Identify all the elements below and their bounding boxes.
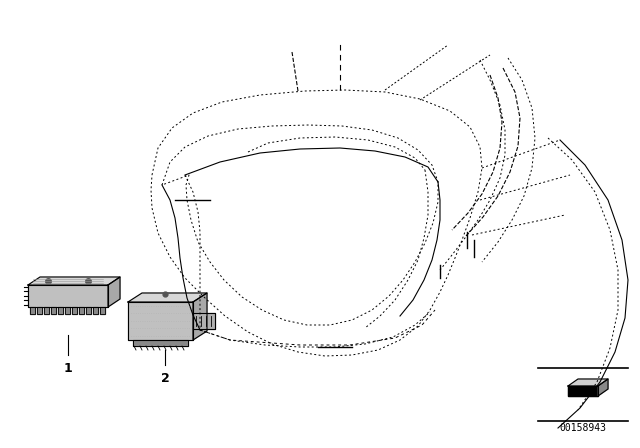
Polygon shape bbox=[28, 285, 108, 307]
Polygon shape bbox=[44, 307, 49, 314]
Polygon shape bbox=[72, 307, 77, 314]
Polygon shape bbox=[30, 307, 35, 314]
Polygon shape bbox=[108, 277, 120, 307]
Polygon shape bbox=[58, 307, 63, 314]
Polygon shape bbox=[193, 293, 207, 340]
Polygon shape bbox=[568, 386, 598, 396]
Polygon shape bbox=[79, 307, 84, 314]
Polygon shape bbox=[598, 379, 608, 396]
Polygon shape bbox=[65, 307, 70, 314]
Polygon shape bbox=[193, 313, 215, 329]
Polygon shape bbox=[93, 307, 98, 314]
Polygon shape bbox=[128, 302, 193, 340]
Polygon shape bbox=[128, 293, 207, 302]
Text: 00158943: 00158943 bbox=[559, 423, 607, 433]
Polygon shape bbox=[100, 307, 105, 314]
Polygon shape bbox=[568, 379, 608, 386]
Polygon shape bbox=[86, 307, 91, 314]
Polygon shape bbox=[37, 307, 42, 314]
Text: 2: 2 bbox=[161, 371, 170, 384]
Text: 1: 1 bbox=[63, 362, 72, 375]
Polygon shape bbox=[51, 307, 56, 314]
Polygon shape bbox=[28, 277, 120, 285]
Polygon shape bbox=[133, 340, 188, 346]
